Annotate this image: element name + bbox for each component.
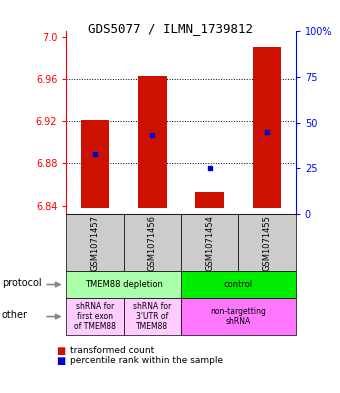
Text: percentile rank within the sample: percentile rank within the sample bbox=[70, 356, 223, 365]
Text: shRNA for
first exon
of TMEM88: shRNA for first exon of TMEM88 bbox=[74, 302, 116, 331]
Text: protocol: protocol bbox=[2, 277, 41, 288]
Bar bbox=[138, 76, 167, 208]
Text: ■: ■ bbox=[56, 356, 65, 366]
Text: control: control bbox=[224, 280, 253, 289]
Text: TMEM88 depletion: TMEM88 depletion bbox=[85, 280, 163, 289]
Text: GSM1071457: GSM1071457 bbox=[90, 215, 100, 271]
Text: other: other bbox=[2, 310, 28, 320]
Bar bbox=[195, 192, 224, 208]
Text: ■: ■ bbox=[56, 346, 65, 356]
Text: GSM1071455: GSM1071455 bbox=[262, 215, 272, 271]
Text: GSM1071456: GSM1071456 bbox=[148, 215, 157, 271]
Text: shRNA for
3'UTR of
TMEM88: shRNA for 3'UTR of TMEM88 bbox=[133, 302, 171, 331]
Bar bbox=[253, 47, 282, 208]
Bar bbox=[81, 120, 109, 208]
Text: GSM1071454: GSM1071454 bbox=[205, 215, 214, 271]
Text: transformed count: transformed count bbox=[70, 347, 154, 355]
Text: GDS5077 / ILMN_1739812: GDS5077 / ILMN_1739812 bbox=[87, 22, 253, 35]
Text: non-targetting
shRNA: non-targetting shRNA bbox=[210, 307, 266, 326]
